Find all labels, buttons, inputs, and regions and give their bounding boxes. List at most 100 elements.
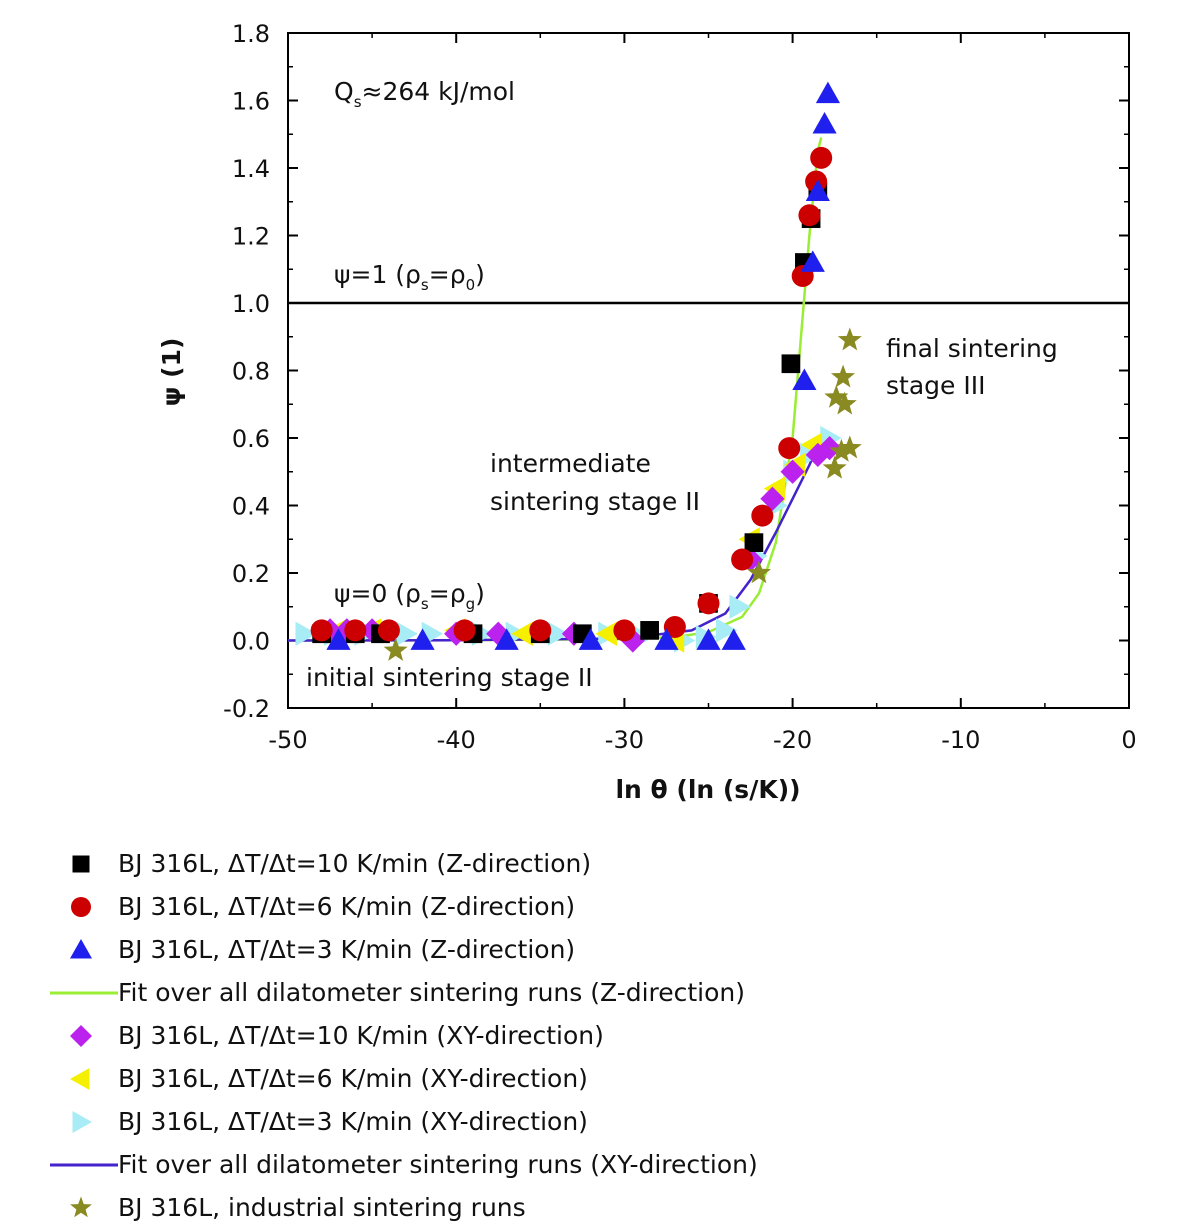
- legend-marker: [70, 1025, 92, 1047]
- legend-label: BJ 316L, ΔT/Δt=6 K/min (Z-direction): [118, 892, 576, 921]
- stage-intermediate-label-1: intermediate: [490, 449, 651, 478]
- x-tick-label: -20: [773, 726, 812, 754]
- legend-item: BJ 316L, ΔT/Δt=3 K/min (XY-direction): [48, 1100, 758, 1143]
- legend-item: BJ 316L, ΔT/Δt=10 K/min (Z-direction): [48, 842, 758, 885]
- stage-intermediate-label-2: sintering stage II: [490, 487, 700, 516]
- axis-ticks: -50 -40 -30 -20 -10 0 -0.2 0.0 0.2 0.4 0.6 0.8 1.0 1.…: [223, 20, 1136, 754]
- legend-marker: [70, 1196, 92, 1218]
- legend-item: Fit over all dilatometer sintering runs …: [48, 1143, 758, 1186]
- data-points: [295, 81, 862, 661]
- data-point-triangle-up: [578, 628, 603, 650]
- y-tick-label: 0.4: [232, 493, 270, 521]
- y-tick-label: 1.4: [232, 155, 270, 183]
- data-point-circle: [453, 619, 476, 642]
- activation-energy-label: Qs≈264 kJ/mol: [334, 77, 515, 111]
- data-point-circle: [613, 619, 636, 642]
- data-point-circle: [310, 619, 333, 642]
- chart: -50 -40 -30 -20 -10 0 -0.2 0.0 0.2 0.4 0.6 0.8 1.0 1.…: [157, 20, 1137, 804]
- legend-square-icon: [48, 842, 118, 885]
- y-tick-label: 1.6: [232, 88, 270, 116]
- stage-final-label-2: stage III: [886, 371, 985, 400]
- data-point-circle: [377, 619, 400, 642]
- legend-line-icon: [48, 1143, 118, 1186]
- data-point-circle: [344, 619, 367, 642]
- legend-label: Fit over all dilatometer sintering runs …: [118, 1150, 758, 1179]
- x-tick-label: -30: [605, 726, 644, 754]
- data-point-circle: [810, 146, 833, 169]
- data-point-circle: [697, 592, 720, 615]
- x-tick-label: -10: [941, 726, 980, 754]
- data-point-triangle-right: [396, 621, 418, 646]
- legend-marker: [70, 939, 92, 959]
- legend-marker: [72, 1111, 92, 1133]
- legend: BJ 316L, ΔT/Δt=10 K/min (Z-direction) BJ …: [48, 842, 758, 1229]
- data-point-square: [781, 354, 801, 374]
- data-point-triangle-up: [410, 628, 435, 650]
- stage-initial-label: initial sintering stage II: [306, 663, 593, 692]
- data-point-star: [383, 638, 408, 661]
- data-point-triangle-up: [696, 628, 721, 650]
- y-tick-label: 0.6: [232, 425, 270, 453]
- data-point-triangle-up: [805, 179, 830, 201]
- legend-marker: [72, 855, 90, 873]
- legend-label: BJ 316L, ΔT/Δt=6 K/min (XY-direction): [118, 1064, 588, 1093]
- legend-circle-icon: [48, 885, 118, 928]
- data-point-triangle-left: [511, 621, 533, 646]
- legend-triangle-up-icon: [48, 928, 118, 971]
- data-point-star: [831, 364, 856, 388]
- data-point-circle: [778, 437, 801, 460]
- legend-label: BJ 316L, industrial sintering runs: [118, 1193, 526, 1222]
- data-point-star: [824, 384, 849, 408]
- psi-zero-label: ψ=0 (ρs=ρg): [334, 579, 485, 613]
- y-tick-label: 1.0: [232, 290, 270, 318]
- y-tick-label: 1.2: [232, 223, 270, 251]
- data-point-star: [837, 327, 862, 351]
- x-tick-label: 0: [1121, 726, 1136, 754]
- x-axis-title: ln θ (ln (s/K)): [615, 775, 800, 804]
- y-tick-label: 0.0: [232, 628, 270, 656]
- data-point-triangle-up: [721, 628, 746, 650]
- legend-triangle-right-icon: [48, 1100, 118, 1143]
- data-point-triangle-right: [295, 621, 317, 646]
- legend-label: BJ 316L, ΔT/Δt=3 K/min (Z-direction): [118, 935, 576, 964]
- legend-label: BJ 316L, ΔT/Δt=10 K/min (Z-direction): [118, 849, 592, 878]
- data-point-diamond: [780, 459, 805, 484]
- data-point-star: [746, 560, 771, 584]
- legend-item: BJ 316L, ΔT/Δt=10 K/min (XY-direction): [48, 1014, 758, 1057]
- legend-item: Fit over all dilatometer sintering runs …: [48, 971, 758, 1014]
- y-tick-label: 1.8: [232, 20, 270, 48]
- x-tick-label: -40: [437, 726, 476, 754]
- data-point-circle: [731, 548, 754, 571]
- legend-diamond-icon: [48, 1014, 118, 1057]
- data-point-triangle-up: [812, 112, 837, 134]
- y-axis-title: ψ (1): [157, 338, 186, 407]
- data-point-diamond: [760, 486, 785, 511]
- legend-item: BJ 316L, ΔT/Δt=6 K/min (Z-direction): [48, 885, 758, 928]
- data-point-circle: [663, 616, 686, 638]
- data-point-triangle-up: [494, 628, 519, 650]
- data-point-square: [640, 621, 659, 640]
- data-point-star: [832, 391, 857, 415]
- data-point-triangle-right: [547, 621, 570, 646]
- data-point-square: [744, 533, 764, 552]
- legend-star-icon: [48, 1186, 118, 1229]
- y-tick-label: -0.2: [223, 695, 270, 723]
- data-point-star: [822, 455, 847, 479]
- legend-label: BJ 316L, ΔT/Δt=3 K/min (XY-direction): [118, 1107, 588, 1136]
- data-point-triangle-right: [715, 618, 738, 643]
- data-point-diamond: [817, 436, 842, 461]
- data-point-triangle-up: [800, 250, 825, 272]
- legend-line-icon: [48, 971, 118, 1014]
- y-tick-label: 0.2: [232, 560, 270, 588]
- legend-label: BJ 316L, ΔT/Δt=10 K/min (XY-direction): [118, 1021, 604, 1050]
- data-point-circle: [798, 204, 821, 227]
- legend-item: BJ 316L, ΔT/Δt=6 K/min (XY-direction): [48, 1057, 758, 1100]
- legend-item: BJ 316L, ΔT/Δt=3 K/min (Z-direction): [48, 928, 758, 971]
- data-point-triangle-right: [729, 594, 751, 619]
- data-point-triangle-up: [326, 628, 351, 650]
- data-point-triangle-up: [792, 368, 817, 390]
- y-tick-label: 0.8: [232, 358, 270, 386]
- legend-marker: [70, 1068, 90, 1090]
- data-point-circle: [529, 619, 552, 642]
- data-point-triangle-up: [654, 628, 679, 650]
